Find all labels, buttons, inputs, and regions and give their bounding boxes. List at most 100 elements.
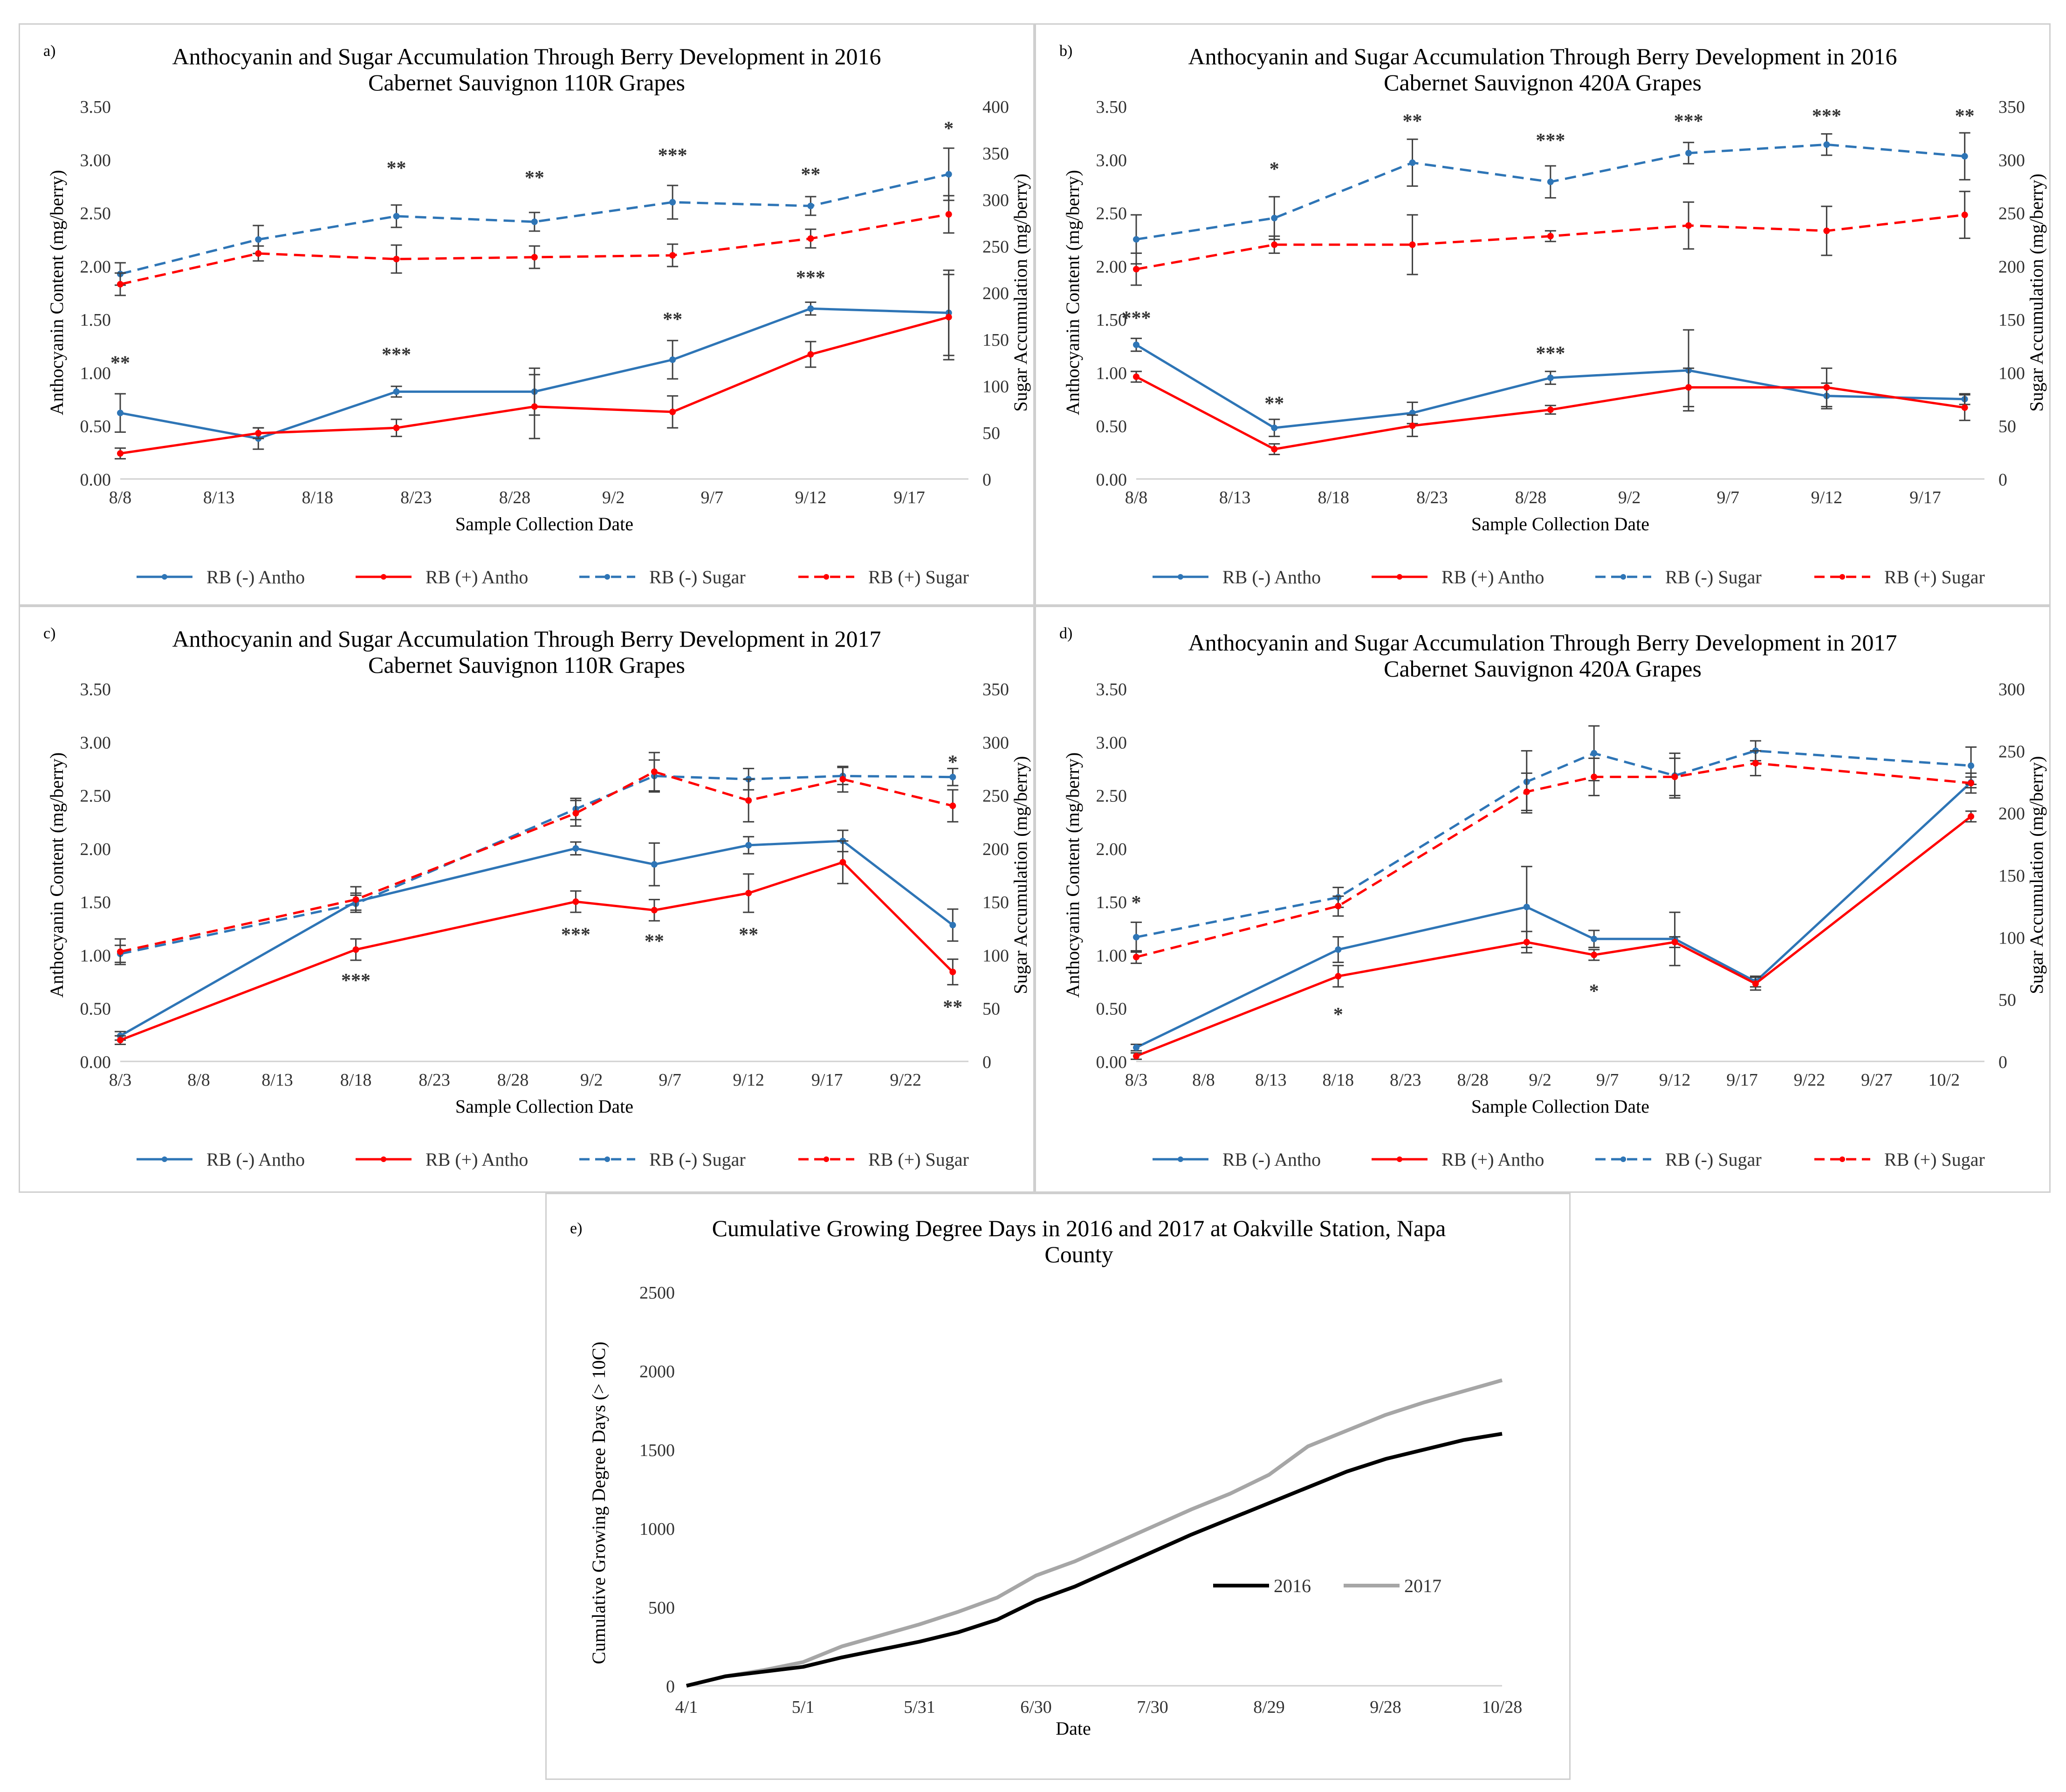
data-point (393, 213, 400, 219)
data-point (1271, 241, 1278, 248)
y-tick-label: 2.00 (80, 840, 111, 859)
legend-label: RB (-) Sugar (649, 567, 746, 588)
data-point (1968, 813, 1975, 820)
y-tick-label: 2500 (639, 1283, 675, 1303)
legend-label: RB (-) Sugar (649, 1149, 746, 1170)
data-point (1671, 773, 1678, 780)
legend-marker (1839, 574, 1845, 580)
data-point (255, 250, 262, 257)
y-tick-label: 3.00 (80, 150, 111, 170)
data-point (1133, 934, 1139, 941)
series-line-rb-sugar (1136, 749, 1971, 938)
x-tick-label: 8/18 (1323, 1070, 1354, 1090)
legend-label: RB (-) Sugar (1665, 1149, 1762, 1170)
data-point (807, 351, 814, 358)
data-point (1133, 266, 1139, 273)
data-point (807, 235, 814, 242)
y2-tick-label: 350 (982, 680, 1009, 699)
y2-tick-label: 300 (1998, 680, 2025, 699)
chart-title: Anthocyanin and Sugar Accumulation Throu… (1188, 43, 1897, 69)
panel-d: d) Anthocyanin and Sugar Accumulation Th… (1035, 606, 2051, 1193)
x-tick-label: 8/18 (340, 1070, 372, 1090)
significance-label: *** (1812, 105, 1841, 127)
legend-label: RB (+) Antho (1441, 1149, 1544, 1170)
legend-label: RB (+) Sugar (868, 567, 969, 588)
x-axis-title: Date (1056, 1718, 1091, 1739)
significance-label: *** (796, 267, 825, 289)
data-point (1823, 227, 1830, 234)
legend-marker (1397, 574, 1402, 580)
significance-label: *** (561, 924, 590, 946)
data-point (1547, 178, 1554, 185)
legend-label: RB (-) Sugar (1665, 567, 1762, 588)
data-point (1335, 946, 1342, 953)
data-point (1823, 141, 1830, 148)
y2-tick-label: 50 (1998, 991, 2016, 1010)
panel-a: a) Anthocyanin and Sugar Accumulation Th… (19, 23, 1035, 606)
y-axis-title: Anthocyanin Content (mg/berry) (46, 752, 67, 998)
significance-label: * (1132, 892, 1141, 914)
chart-subtitle: Cabernet Sauvignon 110R Grapes (368, 652, 685, 678)
chart-title: Cumulative Growing Degree Days in 2016 a… (712, 1215, 1446, 1241)
y2-tick-label: 200 (982, 284, 1009, 303)
data-point (572, 845, 579, 852)
data-point (651, 861, 658, 868)
data-point (1523, 903, 1530, 910)
data-point (1409, 241, 1416, 248)
series-line-rb-sugar (120, 770, 953, 953)
y-tick-label: 0 (666, 1677, 675, 1696)
legend-marker (824, 574, 829, 580)
y2-tick-label: 100 (1998, 928, 2025, 948)
data-point (572, 810, 579, 817)
x-axis-title: Sample Collection Date (1471, 513, 1649, 534)
series-line-rb-sugar (1136, 762, 1971, 958)
y-tick-label: 3.50 (1096, 97, 1127, 117)
y2-tick-label: 100 (982, 946, 1009, 965)
legend-marker (824, 1156, 829, 1162)
data-point (669, 409, 676, 415)
x-tick-label: 9/17 (1909, 488, 1941, 507)
data-point (1823, 384, 1830, 391)
y-axis-title: Anthocyanin Content (mg/berry) (46, 170, 67, 416)
y-tick-label: 1.50 (1096, 310, 1127, 330)
x-tick-label: 9/17 (811, 1070, 843, 1090)
y2-tick-label: 0 (982, 470, 991, 490)
data-point (1968, 762, 1975, 769)
data-point (1133, 954, 1139, 960)
data-point (352, 946, 359, 953)
y-tick-label: 3.50 (1096, 680, 1127, 699)
y-tick-label: 3.50 (80, 97, 111, 117)
data-point (1133, 1053, 1139, 1060)
data-point (669, 199, 676, 205)
legend-label: RB (-) Antho (206, 1149, 305, 1170)
data-point (1685, 384, 1692, 391)
legend-label: RB (+) Sugar (1884, 567, 1985, 588)
y-tick-label: 3.00 (1096, 150, 1127, 170)
data-point (949, 802, 956, 809)
x-tick-label: 9/2 (580, 1070, 603, 1090)
data-point (651, 907, 658, 914)
x-axis-title: Sample Collection Date (455, 1096, 633, 1117)
data-point (1133, 236, 1139, 243)
significance-label: * (1589, 981, 1599, 1002)
data-point (1961, 404, 1968, 411)
significance-label: ** (110, 353, 130, 374)
data-point (117, 1037, 124, 1044)
y2-tick-label: 150 (1998, 310, 2025, 330)
legend-marker (604, 1156, 610, 1162)
y2-tick-label: 350 (982, 144, 1009, 164)
legend-marker (381, 1156, 386, 1162)
chart-b: 0.00 0.50 1.00 1.50 2.00 2.50 3.00 3.50 0 50 100 15… (1062, 97, 2047, 588)
data-point (651, 768, 658, 775)
legend-label: RB (+) Antho (426, 567, 528, 588)
data-point (949, 969, 956, 975)
panel-label: b) (1059, 42, 1073, 60)
y2-tick-label: 300 (1998, 150, 2025, 170)
significance-label: ** (1403, 111, 1422, 132)
y2-axis-title: Sugar Accumulation (mg/berry) (2026, 174, 2047, 412)
data-point (945, 211, 952, 218)
data-point (1523, 939, 1530, 945)
data-point (1409, 422, 1416, 429)
data-point (1968, 780, 1975, 787)
x-tick-label: 8/18 (302, 488, 333, 507)
